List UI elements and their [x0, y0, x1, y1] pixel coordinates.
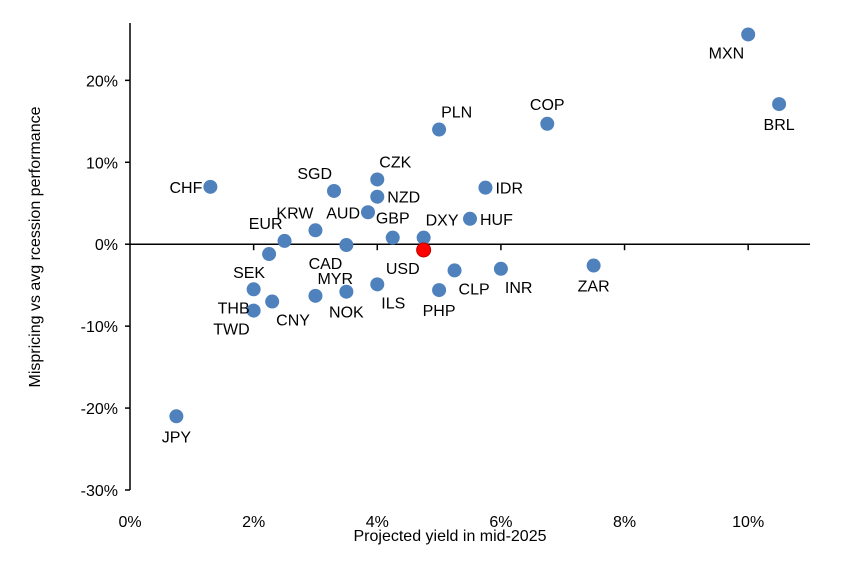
point-label-php: PHP: [423, 303, 456, 320]
data-point-nzd: [370, 189, 385, 204]
data-point-cop: [540, 116, 555, 131]
data-point-jpy: [169, 409, 184, 424]
y-tick-label: -20%: [81, 401, 118, 418]
point-label-chf: CHF: [169, 180, 202, 197]
y-tick-label: 0%: [95, 237, 118, 254]
x-tick-label: 4%: [366, 514, 389, 531]
data-point-mxn: [741, 27, 756, 42]
data-point-gbp: [385, 230, 400, 245]
point-label-usd: USD: [386, 261, 420, 278]
point-label-thb: THB: [218, 300, 250, 317]
point-label-cad: CAD: [309, 256, 343, 273]
data-point-dxy: [416, 230, 431, 245]
point-label-pln: PLN: [441, 105, 472, 122]
point-label-jpy: JPY: [162, 429, 192, 446]
y-tick-label: -30%: [81, 483, 118, 500]
y-tick-label: -10%: [81, 319, 118, 336]
data-point-php: [432, 283, 447, 298]
data-point-aud: [361, 205, 375, 220]
y-tick-label: 10%: [86, 155, 118, 172]
axis-ticks: 20%10%0%-10%-20%-30%0% 2% 4% 6% 8% 10%: [81, 73, 765, 531]
data-point-clp: [447, 263, 462, 278]
data-points: [169, 27, 787, 424]
x-tick-label: 10%: [732, 514, 764, 531]
point-label-zar: ZAR: [578, 279, 610, 296]
point-label-clp: CLP: [459, 281, 490, 298]
data-point-czk: [370, 172, 385, 187]
data-point-cny: [265, 294, 280, 309]
data-point-chf: [203, 179, 218, 194]
data-point-ils: [370, 277, 385, 292]
point-label-nzd: NZD: [387, 190, 420, 207]
data-point-sgd: [327, 183, 341, 198]
point-label-idr: IDR: [495, 181, 523, 198]
data-point-inr: [493, 261, 508, 276]
point-label-aud: AUD: [326, 205, 360, 222]
point-label-twd: TWD: [213, 322, 249, 339]
point-label-gbp: GBP: [376, 211, 410, 228]
data-point-brl: [772, 97, 787, 112]
point-label-ils: ILS: [381, 295, 405, 312]
x-tick-label: 8%: [613, 514, 636, 531]
data-point-cad: [339, 238, 354, 253]
point-label-mxn: MXN: [709, 45, 745, 62]
point-label-cny: CNY: [276, 313, 310, 330]
x-tick-label: 6%: [489, 514, 512, 531]
point-label-czk: CZK: [379, 154, 411, 171]
data-point-krw: [308, 223, 323, 238]
data-point-zar: [586, 258, 601, 273]
point-label-nok: NOK: [329, 305, 364, 322]
y-tick-label: 20%: [86, 73, 118, 90]
point-label-myr: MYR: [317, 271, 353, 288]
point-label-huf: HUF: [480, 212, 513, 229]
data-point-eur: [277, 233, 292, 248]
point-label-inr: INR: [505, 280, 533, 297]
data-point-idr: [478, 180, 493, 195]
data-point-twd: [246, 303, 261, 318]
data-point-pln: [432, 122, 447, 137]
point-label-brl: BRL: [764, 117, 795, 134]
data-point-nok: [339, 284, 354, 299]
point-labels: MXN BRL COP PLN CZK SGD NZD IDR CHF AUD KRW HUF EUR G…: [162, 45, 795, 446]
data-point-thb: [246, 282, 261, 297]
x-tick-label: 0%: [118, 514, 141, 531]
point-label-sek: SEK: [233, 265, 265, 282]
point-label-cop: COP: [530, 97, 565, 114]
data-point-myr: [308, 288, 323, 303]
y-axis-title: Mispricing vs avg rcession performance: [27, 106, 44, 387]
axes: [129, 23, 810, 490]
x-tick-label: 2%: [242, 514, 265, 531]
point-label-krw: KRW: [276, 205, 314, 222]
point-label-dxy: DXY: [426, 213, 459, 230]
point-label-eur: EUR: [249, 216, 283, 233]
data-point-sek: [262, 247, 277, 262]
point-label-sgd: SGD: [297, 166, 332, 183]
data-point-huf: [463, 211, 477, 226]
data-point-usd: [416, 242, 432, 258]
x-axis-title: Projected yield in mid-2025: [354, 528, 547, 545]
